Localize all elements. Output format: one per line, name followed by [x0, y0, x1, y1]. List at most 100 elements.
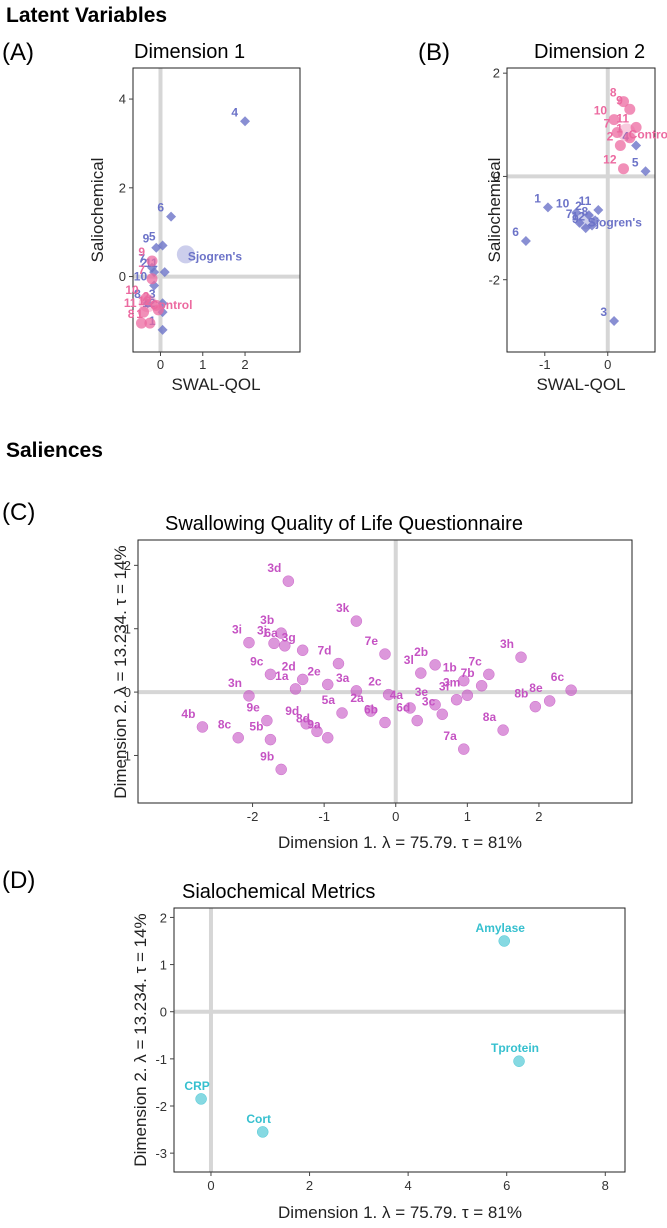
point-label: 3n	[228, 676, 242, 690]
y-tick-label: 2	[493, 66, 500, 81]
x-tick-label: 2	[306, 1178, 313, 1193]
point-label: 11	[616, 111, 629, 125]
sjogren-point	[520, 235, 531, 246]
x-axis-label: SWAL-QOL	[171, 375, 260, 394]
item-point	[364, 705, 377, 717]
point-label: 7a	[443, 729, 457, 743]
y-tick-label: 0	[124, 685, 131, 700]
point-label: 2d	[282, 659, 296, 673]
item-point	[268, 637, 280, 650]
control-point	[630, 121, 642, 133]
x-tick-label: 0	[157, 357, 164, 372]
item-point	[350, 615, 363, 627]
item-point	[332, 657, 345, 670]
y-tick-label: 0	[160, 1005, 167, 1020]
item-point	[379, 648, 391, 660]
point-label: 6c	[551, 670, 565, 684]
item-point	[404, 702, 416, 714]
control-point	[146, 255, 158, 267]
series-sjogren: 123456789101112Sjogren's	[134, 105, 251, 335]
x-tick-label: 4	[405, 1178, 412, 1193]
chart-title: Swallowing Quality of Life Questionnaire	[165, 513, 523, 535]
panel-label: (B)	[418, 39, 450, 66]
point-label: Cort	[246, 1112, 271, 1126]
metric-point	[513, 1055, 525, 1067]
point-label: 3h	[500, 637, 514, 651]
point-label: 3b	[260, 613, 274, 627]
point-label: 8e	[529, 681, 543, 695]
point-label: 6d	[396, 701, 410, 715]
point-label: 3	[600, 305, 607, 319]
y-axis-label: Saliochemical	[485, 158, 504, 263]
point-label: 9e	[247, 701, 261, 715]
item-point	[436, 708, 449, 721]
control-point	[140, 293, 152, 305]
point-label: 6	[157, 201, 164, 215]
sjogren-point	[609, 316, 620, 327]
point-label: 7	[138, 252, 145, 266]
sjogren-point	[571, 207, 582, 218]
control-point	[144, 317, 156, 329]
point-label: 7	[604, 117, 611, 131]
sjogren-point	[542, 202, 553, 213]
x-tick-label: 8	[602, 1178, 609, 1193]
item-point	[458, 674, 470, 687]
control-point	[611, 127, 623, 139]
item-point	[411, 714, 423, 727]
section-title-latent: Latent Variables	[6, 4, 167, 27]
x-tick-label: 0	[604, 357, 611, 372]
x-tick-label: -2	[247, 809, 259, 824]
point-label: 7c	[468, 654, 482, 668]
y-tick-label: 1	[124, 622, 131, 637]
item-point	[515, 651, 527, 663]
item-point	[300, 718, 312, 730]
group-centroid-label: Sjogren's	[188, 249, 243, 263]
y-tick-label: 4	[119, 92, 126, 107]
point-label: 9d	[285, 704, 299, 718]
sjogren-point	[157, 324, 168, 335]
point-label: 3c	[422, 694, 436, 708]
point-label: 11	[124, 296, 137, 310]
point-label: 12	[603, 153, 617, 167]
point-label: 8	[134, 287, 141, 301]
point-label: 2	[575, 199, 582, 213]
control-point	[608, 114, 620, 126]
y-tick-label: 2	[160, 910, 167, 925]
panel-d: (D) Sialochemical Metrics 0 2 4 6 8 -3 -2 -1 0 1 2 Di…	[2, 867, 626, 1222]
control-point	[614, 139, 626, 151]
item-point	[289, 683, 302, 695]
sjogren-point	[574, 217, 585, 228]
point-label: 5	[632, 155, 639, 169]
point-label: 10	[125, 283, 139, 297]
item-point	[565, 684, 577, 696]
point-label: 4b	[181, 707, 195, 721]
sjogren-point	[151, 242, 162, 253]
point-label: 10	[594, 104, 608, 118]
group-centroid-label: Sjogren's	[588, 215, 643, 229]
item-point	[232, 731, 244, 744]
item-point	[458, 743, 470, 755]
group-centroid-label: Control	[629, 128, 667, 142]
item-point	[429, 659, 441, 671]
point-label: 9	[138, 245, 145, 259]
point-label: 4a	[390, 688, 404, 702]
point-label: 2b	[414, 645, 428, 659]
sjogren-point	[587, 220, 598, 231]
control-point	[138, 306, 150, 318]
point-label: 6	[512, 225, 519, 239]
point-label: 9b	[260, 749, 274, 763]
item-point	[379, 716, 391, 729]
x-tick-label: 1	[199, 357, 206, 372]
chart-title: Dimension 2	[534, 41, 645, 63]
point-label: 9	[143, 232, 150, 246]
chart-title: Sialochemical Metrics	[182, 881, 375, 903]
chart-title: Dimension 1	[134, 41, 245, 63]
point-label: 2a	[350, 691, 364, 705]
point-label: 1a	[275, 669, 289, 683]
point-label: Amylase	[476, 921, 526, 935]
y-tick-label: -2	[155, 1099, 167, 1114]
point-label: 3d	[267, 561, 281, 575]
y-tick-label: -3	[155, 1146, 167, 1161]
point-label: 3e	[415, 685, 429, 699]
